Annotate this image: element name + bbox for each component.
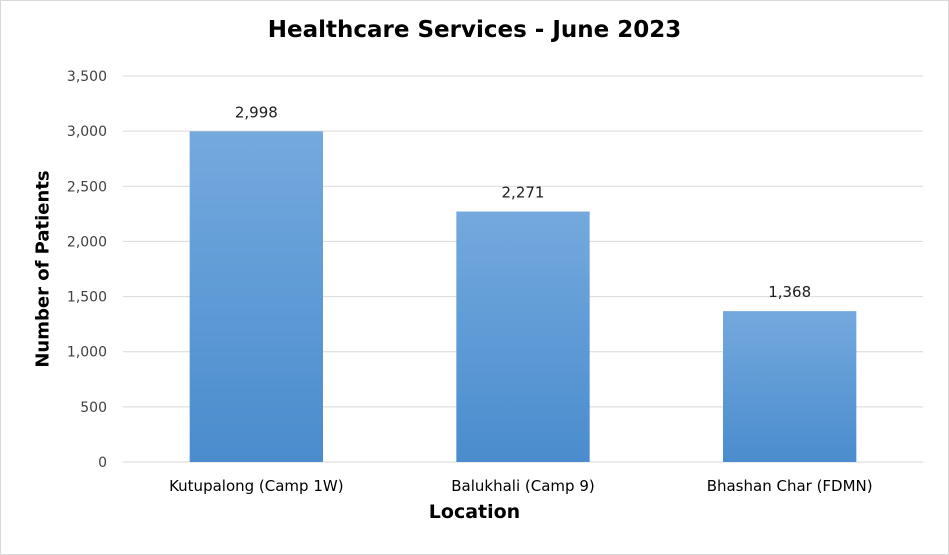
bar <box>456 211 590 462</box>
y-tick-label: 3,500 <box>67 69 107 85</box>
bar <box>723 311 857 462</box>
y-tick-label: 1,000 <box>67 345 107 361</box>
y-tick-label: 500 <box>80 400 107 416</box>
y-tick-label: 0 <box>98 455 107 471</box>
data-label: 2,271 <box>502 184 545 202</box>
y-tick-label: 3,000 <box>67 124 107 140</box>
x-axis-label: Location <box>428 501 521 523</box>
y-tick-label: 2,500 <box>67 179 107 195</box>
data-label: 1,368 <box>768 283 811 301</box>
data-label: 2,998 <box>235 103 278 121</box>
y-tick-label: 2,000 <box>67 234 107 250</box>
chart-title: Healthcare Services - June 2023 <box>267 17 682 43</box>
x-tick-label: Bhashan Char (FDMN) <box>707 477 873 495</box>
x-tick-label: Kutupalong (Camp 1W) <box>169 477 344 495</box>
y-tick-label: 1,500 <box>67 290 107 306</box>
x-tick-label: Balukhali (Camp 9) <box>451 477 594 495</box>
bar <box>189 131 323 462</box>
